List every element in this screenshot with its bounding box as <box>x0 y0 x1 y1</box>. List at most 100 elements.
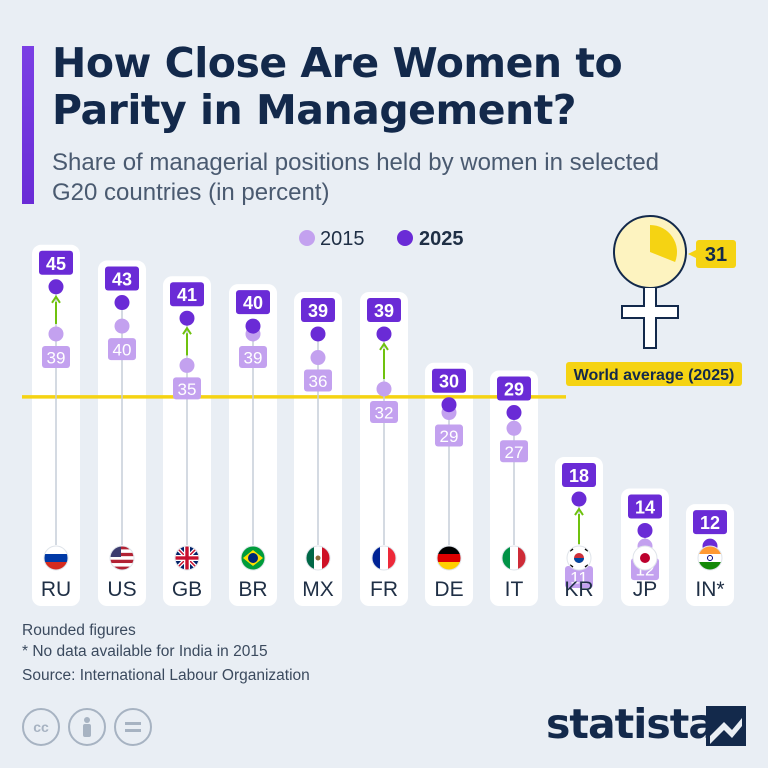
dot-2015 <box>376 381 392 397</box>
dot-2015 <box>48 326 64 342</box>
dot-2025 <box>376 326 392 342</box>
footnote-india: * No data available for India in 2015 <box>22 643 268 660</box>
dot-2015 <box>506 420 522 436</box>
value-pill-2015 <box>500 440 528 463</box>
india-flag-icon <box>697 545 723 571</box>
value-label-2015: 36 <box>309 372 328 391</box>
value-label-2025: 39 <box>374 301 394 321</box>
value-pill-2025 <box>170 282 204 307</box>
value-pill-2025 <box>39 250 73 275</box>
no-derivatives-icon <box>114 708 152 746</box>
country-label: GB <box>172 578 202 601</box>
statista-logo-icon <box>706 706 746 746</box>
world-average-value: 31 <box>705 244 727 266</box>
value-label-2025: 30 <box>439 372 459 392</box>
world-average-pie-slice <box>650 225 677 262</box>
value-label-2015: 29 <box>440 427 459 446</box>
dot-2025 <box>48 279 64 295</box>
value-label-2015: 35 <box>178 380 197 399</box>
italy-flag-icon <box>501 545 527 571</box>
japan-flag-icon <box>632 545 658 571</box>
value-label-2015: 39 <box>244 348 263 367</box>
legend-dot-2015 <box>299 230 315 246</box>
germany-flag-icon <box>436 545 462 571</box>
value-pill-2015 <box>435 424 463 447</box>
title-accent-bar <box>22 46 34 204</box>
mexico-flag-icon <box>305 545 331 571</box>
value-pill-2015 <box>565 566 593 589</box>
france-flag-icon <box>371 545 397 571</box>
value-pill-2015 <box>108 338 136 361</box>
dot-2025 <box>441 397 457 413</box>
dot-2025 <box>245 318 261 334</box>
page-title: How Close Are Women to Parity in Managem… <box>52 39 623 134</box>
uk-flag-icon <box>174 545 200 571</box>
value-pill-2025 <box>497 376 531 401</box>
change-arrow-head <box>51 294 61 304</box>
value-label-2015: 27 <box>505 443 524 462</box>
dot-2025 <box>571 491 587 507</box>
value-label-2025: 18 <box>569 466 589 486</box>
value-label-2015: 40 <box>113 341 132 360</box>
value-pill-2025 <box>236 290 270 315</box>
value-pill-2015 <box>370 400 398 423</box>
country-label: JP <box>633 578 658 601</box>
footnote-rounded: Rounded figures <box>22 622 136 639</box>
russia-flag-icon <box>43 545 69 571</box>
value-label-2015: 32 <box>375 403 394 422</box>
dot-2015 <box>114 318 130 334</box>
value-label-2025: 45 <box>46 254 66 274</box>
dot-2025 <box>506 405 522 421</box>
dot-2015 <box>310 350 326 366</box>
value-pill-2015 <box>304 369 332 392</box>
value-pill-2025 <box>562 463 596 488</box>
country-label: FR <box>370 578 398 601</box>
value-label-2025: 12 <box>700 513 720 533</box>
country-label: KR <box>564 578 593 601</box>
value-pill-2025 <box>105 266 139 291</box>
world-average-badge <box>566 362 742 386</box>
attribution-icon <box>68 708 106 746</box>
dot-2025 <box>310 326 326 342</box>
value-pill-2025 <box>432 368 466 393</box>
country-label: IN* <box>695 578 724 601</box>
change-arrow-head <box>379 342 389 351</box>
value-pill-2025 <box>301 297 335 322</box>
country-label: BR <box>238 578 267 601</box>
value-pill-2025 <box>367 297 401 322</box>
dot-2015 <box>179 357 195 373</box>
world-average-value-badge <box>696 240 736 268</box>
value-pill-2025 <box>693 510 727 535</box>
legend-dot-2025 <box>397 230 413 246</box>
usa-flag-icon <box>109 545 135 571</box>
south-korea-flag-icon <box>566 545 592 571</box>
value-label-2015: 11 <box>570 569 588 588</box>
country-label: IT <box>505 578 524 601</box>
footnotes: Rounded figures * No data available for … <box>22 620 310 686</box>
country-label: US <box>107 578 136 601</box>
value-label-2015: 39 <box>47 348 66 367</box>
source-note: Source: International Labour Organizatio… <box>22 667 310 684</box>
dot-2025 <box>114 295 130 311</box>
page-subtitle: Share of managerial positions held by wo… <box>52 149 660 206</box>
statista-logo: statista <box>546 700 716 748</box>
license-icons: cc <box>22 708 152 746</box>
value-label-2025: 41 <box>177 285 197 305</box>
value-pill-2015 <box>239 345 267 368</box>
brazil-flag-icon <box>240 545 266 571</box>
dot-2025 <box>179 310 195 326</box>
value-label-2025: 29 <box>504 380 524 400</box>
world-average-label: World average (2025) <box>574 367 735 384</box>
change-arrow-head <box>182 326 192 335</box>
value-pill-2015 <box>42 345 70 368</box>
value-label-2025: 14 <box>635 497 655 517</box>
change-arrow-head <box>574 507 584 516</box>
value-label-2025: 40 <box>243 293 263 313</box>
country-label: RU <box>41 578 71 601</box>
legend-label-2025: 2025 <box>419 228 464 250</box>
country-label: MX <box>302 578 334 601</box>
value-pill-2025 <box>628 494 662 519</box>
legend-label-2015: 2015 <box>320 228 365 250</box>
female-symbol-cross <box>621 288 679 349</box>
